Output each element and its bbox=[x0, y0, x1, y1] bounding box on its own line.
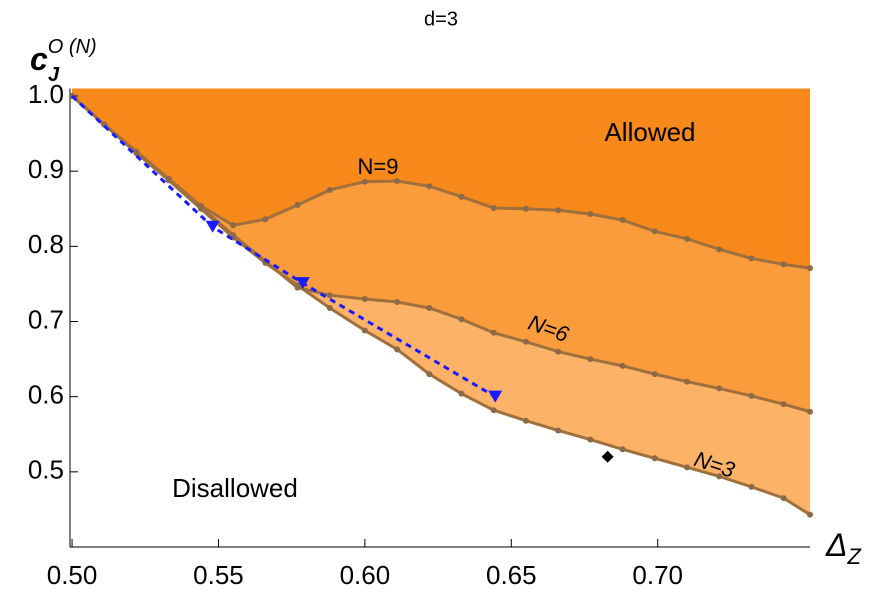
point bbox=[294, 202, 301, 209]
point bbox=[780, 261, 787, 268]
x-tick-label: 0.50 bbox=[47, 560, 98, 590]
point bbox=[780, 495, 787, 502]
point bbox=[651, 455, 658, 462]
point bbox=[555, 348, 562, 355]
x-tick-label: 0.60 bbox=[340, 560, 391, 590]
point bbox=[326, 186, 333, 193]
point bbox=[490, 407, 497, 414]
point bbox=[326, 292, 333, 299]
point bbox=[619, 217, 626, 224]
point bbox=[555, 207, 562, 214]
point bbox=[780, 401, 787, 408]
point bbox=[522, 338, 529, 345]
point bbox=[426, 371, 433, 378]
point bbox=[262, 216, 269, 223]
y-tick-label: 0.5 bbox=[28, 455, 64, 485]
x-axis-label: ΔZ bbox=[825, 527, 862, 568]
point bbox=[684, 464, 691, 471]
triangle-marker bbox=[488, 390, 503, 403]
y-tick-label: 0.8 bbox=[28, 229, 64, 259]
point bbox=[394, 346, 401, 353]
point bbox=[490, 205, 497, 212]
x-tick-label: 0.70 bbox=[632, 560, 683, 590]
y-axis-label: cO (N) J bbox=[30, 36, 97, 86]
point bbox=[522, 417, 529, 424]
point bbox=[426, 304, 433, 311]
triangle-marker bbox=[205, 220, 220, 233]
region-label: Disallowed bbox=[172, 473, 298, 503]
y-axis-label-sub: J bbox=[48, 64, 60, 86]
point bbox=[748, 255, 755, 262]
curve bbox=[71, 94, 811, 270]
point bbox=[230, 232, 237, 239]
point bbox=[458, 316, 465, 323]
triangle-marker bbox=[295, 277, 310, 290]
chart-title: d=3 bbox=[424, 8, 458, 30]
region-fill bbox=[72, 88, 810, 269]
point bbox=[197, 202, 204, 209]
point bbox=[326, 304, 333, 311]
point bbox=[133, 148, 140, 155]
point bbox=[294, 284, 301, 291]
point bbox=[619, 362, 626, 369]
y-axis-label-base: c bbox=[30, 41, 48, 77]
x-axis-label-sub: Z bbox=[846, 544, 862, 569]
point bbox=[394, 177, 401, 184]
y-tick-label: 0.6 bbox=[28, 380, 64, 410]
x-tick-label: 0.65 bbox=[486, 560, 537, 590]
region-label: Allowed bbox=[604, 117, 695, 147]
dashed-line bbox=[71, 94, 496, 398]
point bbox=[619, 446, 626, 453]
point bbox=[684, 235, 691, 242]
x-tick-label: 0.55 bbox=[193, 560, 244, 590]
point bbox=[230, 222, 237, 229]
y-axis-label-sup: O (N) bbox=[48, 36, 97, 58]
point bbox=[361, 295, 368, 302]
curve-label: N=9 bbox=[358, 154, 399, 179]
point bbox=[651, 228, 658, 235]
y-tick-label: 1.0 bbox=[28, 79, 64, 109]
point bbox=[587, 211, 594, 218]
y-tick-label: 0.7 bbox=[28, 304, 64, 334]
point bbox=[716, 385, 723, 392]
point bbox=[748, 483, 755, 490]
y-tick-label: 0.9 bbox=[28, 154, 64, 184]
point bbox=[807, 408, 813, 415]
point bbox=[361, 327, 368, 334]
point bbox=[458, 390, 465, 397]
x-axis-label-base: Δ bbox=[825, 527, 847, 563]
point bbox=[165, 175, 172, 182]
point bbox=[490, 329, 497, 336]
point bbox=[716, 246, 723, 253]
point bbox=[361, 178, 368, 185]
point bbox=[684, 378, 691, 385]
point bbox=[555, 427, 562, 434]
point bbox=[394, 298, 401, 305]
point bbox=[807, 511, 813, 518]
point bbox=[748, 392, 755, 399]
point bbox=[716, 473, 723, 480]
point bbox=[458, 193, 465, 200]
point bbox=[807, 265, 813, 272]
point bbox=[651, 371, 658, 378]
point bbox=[522, 205, 529, 212]
point bbox=[587, 356, 594, 363]
point bbox=[426, 183, 433, 190]
point bbox=[587, 436, 594, 443]
diamond-marker bbox=[601, 450, 614, 463]
